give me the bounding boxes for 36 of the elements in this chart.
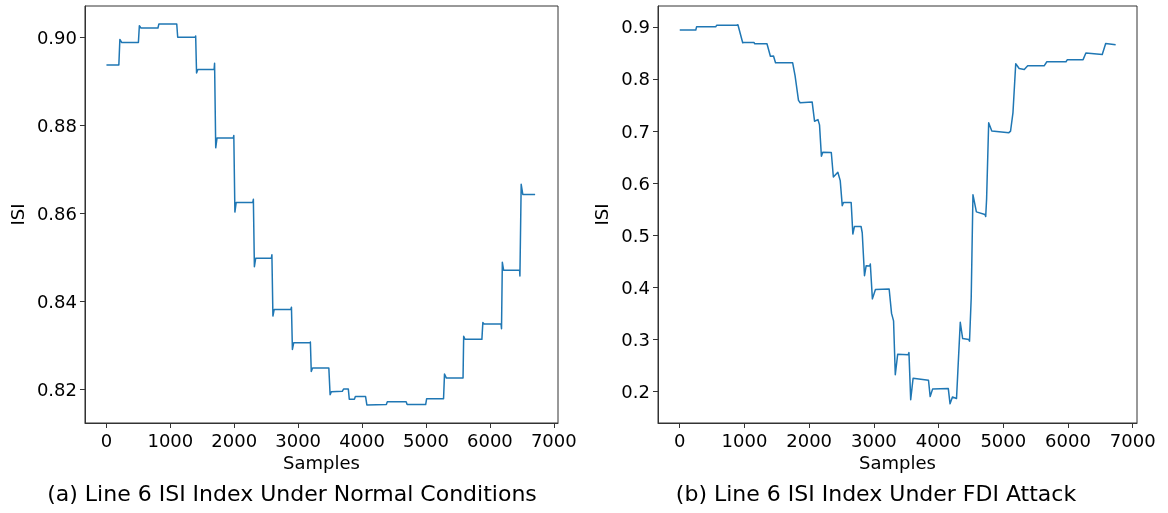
y-tick-label: 0.8 xyxy=(621,68,650,90)
x-tick-label: 2000 xyxy=(211,429,258,451)
x-axis-title: Samples xyxy=(283,452,360,474)
y-tick-label: 0.7 xyxy=(621,120,650,142)
x-tick-label: 6000 xyxy=(466,429,513,451)
x-tick-label: 4000 xyxy=(915,429,962,451)
y-tick-label: 0.5 xyxy=(621,224,650,246)
y-tick-label: 0.86 xyxy=(36,202,77,224)
y-tick-label: 0.3 xyxy=(621,329,650,351)
x-tick-label: 0 xyxy=(100,429,113,451)
x-tick-label: 1000 xyxy=(721,429,768,451)
y-tick-label: 0.9 xyxy=(621,16,650,38)
x-tick-label: 3000 xyxy=(850,429,897,451)
x-axis-title: Samples xyxy=(859,452,936,474)
text: (b) Line 6 ISI Index Under FDI Attack xyxy=(675,480,1077,506)
y-axis-title: ISI xyxy=(590,203,612,226)
y-tick-label: 0.6 xyxy=(621,172,650,194)
x-tick-label: 7000 xyxy=(1109,429,1156,451)
x-tick-label: 0 xyxy=(674,429,686,451)
y-tick-label: 0.2 xyxy=(621,381,650,403)
x-tick-label: 2000 xyxy=(786,429,833,451)
y-tick-label: 0.90 xyxy=(36,26,77,48)
x-tick-label: 6000 xyxy=(1045,429,1091,451)
y-tick-label: 0.84 xyxy=(36,290,77,312)
line-series xyxy=(678,24,1117,405)
x-tick-label: 4000 xyxy=(339,429,385,451)
y-tick-label: 0.4 xyxy=(621,276,650,298)
x-tick-label: 3000 xyxy=(275,429,322,451)
x-tick-label: 5000 xyxy=(980,429,1027,451)
text: (a) Line 6 ISI Index Under Normal Conditions xyxy=(47,480,537,506)
y-tick-label: 0.88 xyxy=(36,114,77,136)
x-tick-label: 1000 xyxy=(147,429,194,451)
y-tick-label: 0.82 xyxy=(36,379,77,401)
x-tick-label: 7000 xyxy=(530,429,577,451)
x-tick-label: 5000 xyxy=(403,429,449,451)
y-axis-title: ISI xyxy=(6,203,28,226)
